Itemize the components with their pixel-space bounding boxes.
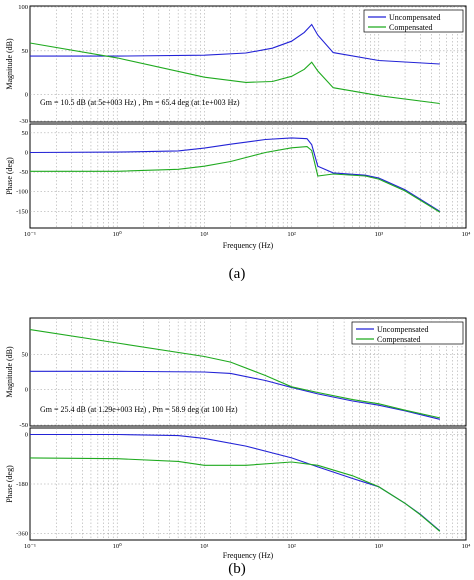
xtick-label: 10³ <box>375 231 384 238</box>
ytick-label: -100 <box>16 189 28 196</box>
ytick-label: 0 <box>25 432 28 439</box>
magnitude-yticks-b: -50 0 50 <box>19 351 28 429</box>
phase-curves-a <box>29 137 441 213</box>
xtick-label: 10⁻¹ <box>24 231 36 238</box>
legend-b: Uncompensated Compensated <box>351 321 464 345</box>
phase-curves-b <box>29 433 441 532</box>
ytick-label: 0 <box>25 92 28 99</box>
phase-ylabel-a: Phase (deg) <box>5 157 14 195</box>
margin-annotation-b: Gm = 25.4 dB (at 1.29e+003 Hz) , Pm = 58… <box>40 405 238 414</box>
ytick-label: 50 <box>22 351 29 358</box>
series-line-uncompensated <box>30 23 440 65</box>
legend-label-compensated-b: Compensated <box>377 335 421 344</box>
xtick-label: 10¹ <box>200 231 209 238</box>
phase-yticks-b: 0 -180 -360 <box>16 432 28 538</box>
grid-magnitude-a <box>30 6 466 122</box>
magnitude-curves-b <box>29 329 440 420</box>
grid-phase-a <box>30 124 466 228</box>
ytick-label: -360 <box>16 531 28 538</box>
legend-box-b <box>351 321 464 345</box>
ytick-label: 0 <box>25 387 28 394</box>
series-line-compensated <box>29 329 440 419</box>
margin-annotation-a: Gm = 10.5 dB (at 5e+003 Hz) , Pm = 65.4 … <box>40 98 240 107</box>
legend-label-compensated-a: Compensated <box>389 23 433 32</box>
ytick-label: -150 <box>16 208 28 215</box>
xticks-b: 10⁻¹ 10⁰ 10¹ 10² 10³ 10⁴ <box>24 542 471 550</box>
ytick-label: 50 <box>22 130 29 137</box>
xtick-label: 10¹ <box>200 543 209 550</box>
xlabel-a: Frequency (Hz) <box>223 241 274 250</box>
series-line-compensated <box>30 146 441 213</box>
legend-a: Uncompensated Compensated <box>363 9 464 33</box>
magnitude-ylabel-a: Magnitude (dB) <box>5 38 14 90</box>
phase-yticks-a: -150 -100 -50 0 50 <box>16 130 28 215</box>
series-line-uncompensated <box>29 137 441 212</box>
phase-ylabel-b: Phase (deg) <box>5 465 14 503</box>
caption-a: (a) <box>229 266 246 282</box>
xtick-label: 10⁴ <box>462 543 472 550</box>
ytick-label: 50 <box>22 48 29 55</box>
xtick-label: 10⁰ <box>113 230 123 238</box>
ytick-label: -180 <box>16 481 28 488</box>
xtick-label: 10⁰ <box>113 542 123 550</box>
xtick-label: 10² <box>287 231 296 238</box>
magnitude-yticks-a: -30 0 50 100 <box>18 4 28 125</box>
series-line-compensated <box>29 42 440 105</box>
legend-label-uncompensated-b: Uncompensated <box>377 325 429 334</box>
magnitude-curves-a <box>29 23 440 105</box>
series-line-uncompensated <box>30 370 440 420</box>
legend-box-a <box>363 9 464 33</box>
series-line-compensated <box>29 457 441 532</box>
ytick-label: 100 <box>18 4 28 11</box>
legend-label-uncompensated-a: Uncompensated <box>389 13 441 22</box>
xlabel-b: Frequency (Hz) <box>223 551 274 560</box>
caption-b: (b) <box>228 561 246 577</box>
xticks-a: 10⁻¹ 10⁰ 10¹ 10² 10³ 10⁴ <box>24 230 471 238</box>
magnitude-ylabel-b: Magnitude (dB) <box>5 346 14 398</box>
xtick-label: 10² <box>287 543 296 550</box>
ytick-label: -30 <box>19 118 28 125</box>
xtick-label: 10⁴ <box>462 231 472 238</box>
ytick-label: 0 <box>25 149 28 156</box>
figure-b: -50 0 50 0 -180 -360 10⁻¹ 10⁰ 10¹ 10² 10³ 10⁴ Mag… <box>5 317 471 577</box>
ytick-label: -50 <box>19 169 28 176</box>
ytick-label: -50 <box>19 422 28 429</box>
xtick-label: 10³ <box>375 543 384 550</box>
xtick-label: 10⁻¹ <box>24 543 36 550</box>
phase-plot-a <box>29 123 467 229</box>
